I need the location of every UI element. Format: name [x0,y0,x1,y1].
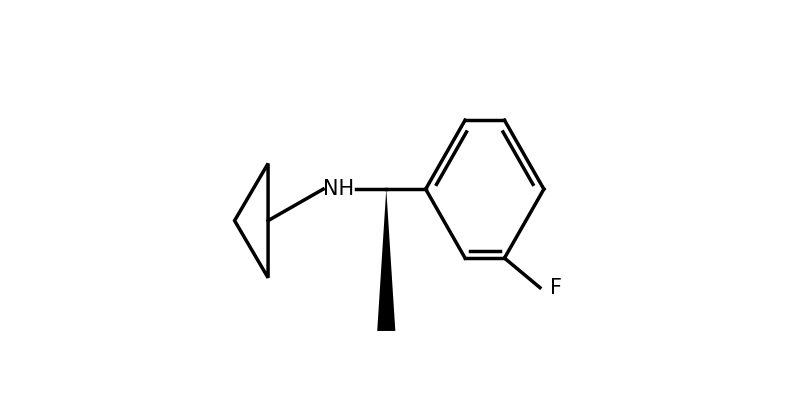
Text: NH: NH [323,179,355,199]
Polygon shape [377,189,395,331]
Text: F: F [549,278,562,297]
